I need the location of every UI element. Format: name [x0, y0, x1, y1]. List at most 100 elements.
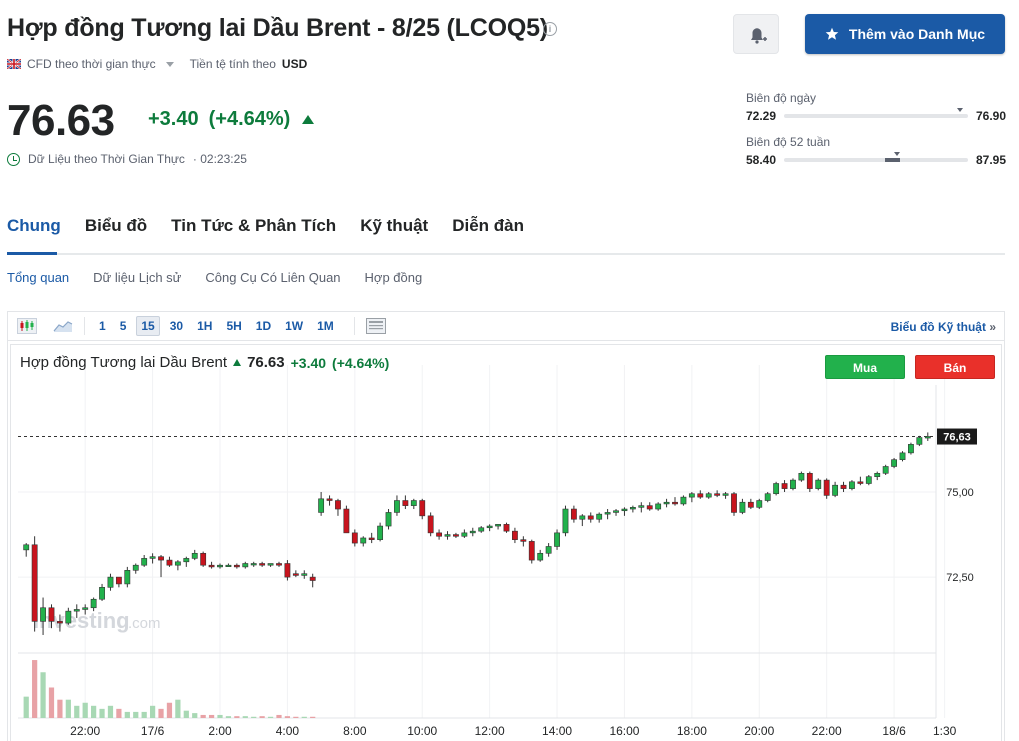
candle-body [697, 493, 704, 498]
x-tick-label: 22:00 [70, 724, 100, 738]
volume-bar [192, 713, 198, 718]
x-tick-label: 20:00 [744, 724, 774, 738]
candle-body [739, 501, 746, 513]
add-to-watchlist-button[interactable]: Thêm vào Danh Mục [805, 14, 1005, 54]
chevron-down-icon[interactable] [165, 61, 174, 67]
candle-body [124, 570, 131, 585]
candlestick-icon[interactable] [16, 317, 38, 335]
subtab-historical-data[interactable]: Dữ liệu Lịch sử [93, 270, 182, 285]
volume-bar [208, 714, 215, 718]
candle-body [23, 544, 30, 551]
chart-widget: 1 5 15 30 1H 5H 1D 1W 1M Biểu đồ Kỹ thuậ… [7, 311, 1005, 741]
tab-tin-tuc[interactable]: Tin Tức & Phân Tích [171, 216, 337, 235]
candle-body [570, 508, 577, 520]
volume-bar [251, 716, 257, 718]
timeframe-1d[interactable]: 1D [255, 319, 272, 333]
timeframe-1w[interactable]: 1W [285, 319, 304, 333]
candle-body [756, 500, 763, 508]
chart-area[interactable]: Investing .com 76,63 75,00 72,50 22:00 17/6 2:0… [10, 344, 1002, 741]
candle-body [225, 564, 232, 567]
candle-body [335, 500, 341, 510]
technical-chart-link[interactable]: Biểu đồ Kỹ thuật » [890, 320, 996, 334]
clock-icon [7, 152, 20, 166]
volume-bar [40, 672, 46, 718]
last-price-tag [937, 428, 977, 445]
day-range: Biên độ ngày 72.29 76.90 [746, 91, 1006, 123]
candle-body [174, 561, 181, 566]
x-tick-label: 22:00 [812, 724, 842, 738]
toolbar-divider [84, 317, 85, 335]
candle-body [31, 544, 38, 622]
cfd-selector[interactable]: CFD theo thời gian thực [27, 57, 156, 71]
candle-body [208, 564, 215, 568]
info-icon[interactable]: i [543, 22, 557, 36]
realtime-label: Dữ Liệu theo Thời Gian Thực [28, 152, 185, 166]
candle-body [48, 607, 55, 622]
candle-body [596, 513, 603, 520]
volume-bar [124, 711, 130, 718]
candle-body [368, 537, 375, 540]
candle-body [410, 500, 417, 506]
candlestick-chart[interactable]: Investing.com 76,63 75,00 72,50 22:00 17/6 2:0… [11, 345, 1003, 741]
volume-bar [267, 716, 274, 718]
candle-body [394, 500, 400, 513]
tab-dien-dan[interactable]: Diễn đàn [452, 216, 524, 235]
x-tick-label: 18:00 [677, 724, 707, 738]
candle-body [663, 501, 670, 505]
candle-body [326, 498, 333, 501]
active-tab-indicator [7, 252, 57, 255]
candle-body [276, 563, 282, 566]
volume-bar [217, 714, 223, 718]
candle-body [183, 558, 190, 563]
watchlist-label: Thêm vào Danh Mục [848, 26, 986, 42]
x-tick-label: 14:00 [542, 724, 572, 738]
day-range-bar [784, 108, 968, 118]
timeframe-1h[interactable]: 1H [197, 319, 213, 333]
candle-body [65, 610, 72, 624]
volume-bar [74, 705, 80, 718]
timeframe-5h[interactable]: 5H [226, 319, 242, 333]
candle-body [857, 481, 864, 484]
subtab-overview[interactable]: Tổng quan [7, 270, 70, 285]
candle-body [747, 501, 754, 508]
candle-body [798, 472, 805, 481]
candle-body [554, 532, 560, 547]
chart-legend: Hợp đồng Tương lai Dầu Brent 76.63 +3.40… [20, 354, 389, 371]
x-tick-label: 16:00 [609, 724, 639, 738]
timeframe-15[interactable]: 15 [136, 316, 160, 336]
candle-body [806, 472, 813, 489]
timeframe-1m[interactable]: 1M [317, 319, 334, 333]
candle-body [621, 508, 628, 512]
x-tick-label: 2:00 [208, 724, 232, 738]
timeframe-1[interactable]: 1 [99, 319, 106, 333]
add-alert-button[interactable] [733, 14, 779, 54]
tab-chung[interactable]: Chung [7, 216, 61, 235]
table-view-icon[interactable] [365, 317, 387, 335]
subtab-contracts[interactable]: Hợp đồng [364, 270, 423, 285]
candle-body [629, 507, 636, 510]
candle-body [587, 515, 594, 520]
candle-body [874, 472, 881, 477]
timeframe-5[interactable]: 5 [119, 319, 127, 333]
volume-bar [99, 708, 105, 718]
volume-bar [91, 705, 97, 718]
volume-bar [141, 711, 147, 718]
realtime-status: Dữ Liệu theo Thời Gian Thực · 02:23:25 [7, 152, 247, 166]
sell-button[interactable]: Bán [915, 355, 995, 379]
day-range-low: 72.29 [746, 109, 777, 123]
week52-range-label: Biên độ 52 tuần [746, 135, 831, 149]
candle-body [115, 576, 122, 585]
subtab-related-instruments[interactable]: Công Cụ Có Liên Quan [205, 270, 341, 285]
timeframe-30[interactable]: 30 [169, 319, 184, 333]
tab-bieu-do[interactable]: Biểu đồ [84, 216, 148, 235]
candle-body [503, 524, 510, 532]
candle-body [158, 556, 164, 561]
candle-body [166, 559, 173, 566]
candle-body [764, 493, 771, 501]
tab-ky-thuat[interactable]: Kỹ thuật [360, 216, 429, 235]
buy-button[interactable]: Mua [825, 355, 905, 379]
page-title: Hợp đồng Tương lai Dầu Brent - 8/25 (LCO… [7, 14, 548, 42]
arrow-up-icon [302, 115, 315, 124]
candle-body [579, 515, 586, 520]
area-chart-icon[interactable] [52, 317, 74, 335]
